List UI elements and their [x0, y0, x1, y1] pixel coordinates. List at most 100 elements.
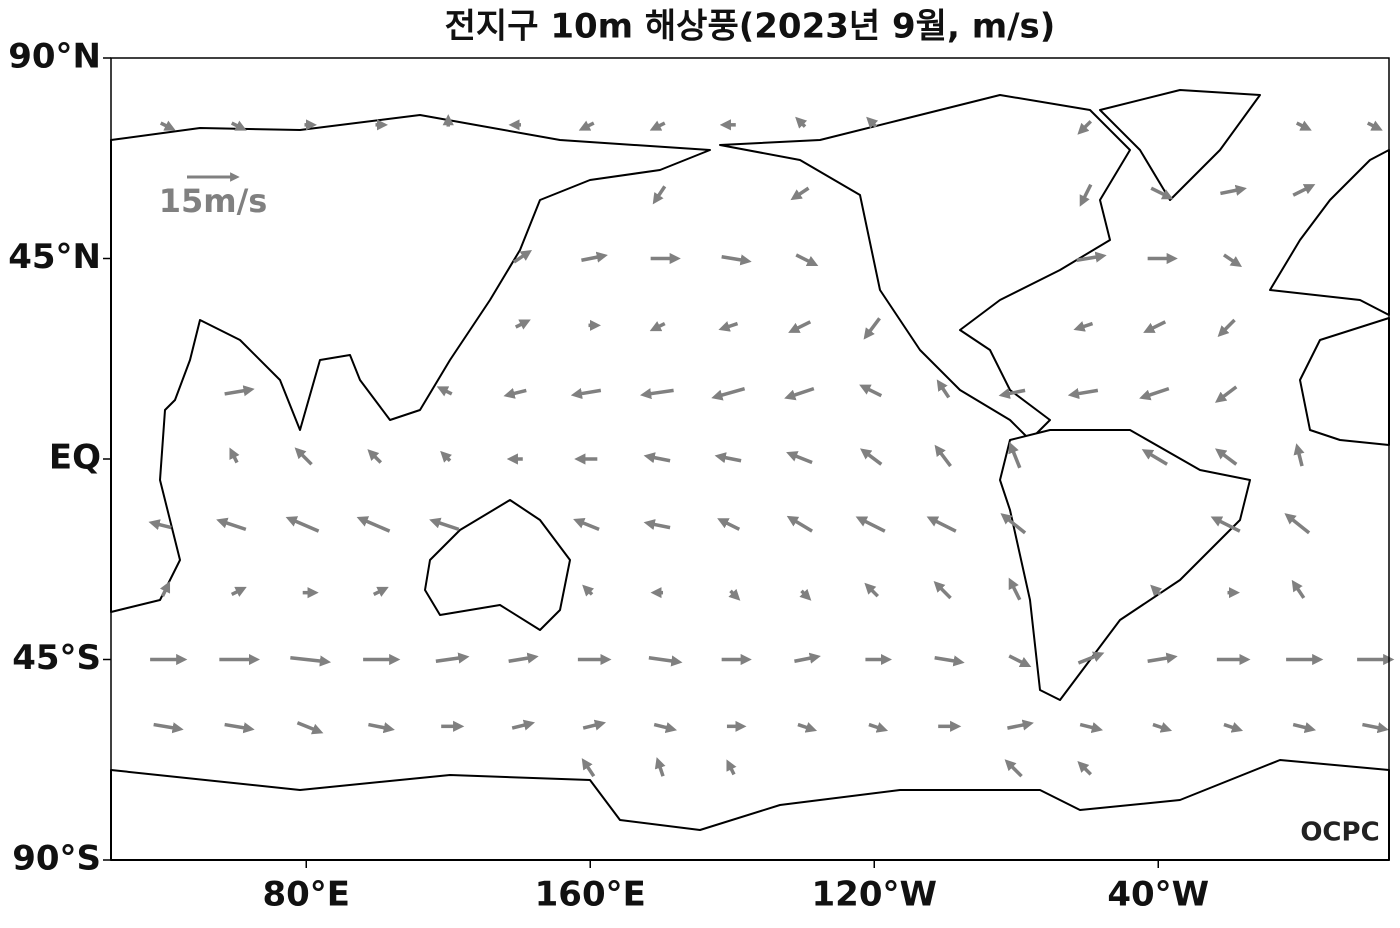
wind-arrow: [1215, 448, 1238, 466]
wind-arrow: [649, 120, 666, 131]
wind-arrow: [648, 655, 683, 667]
wind-arrow: [435, 652, 470, 664]
wind-arrow: [1220, 184, 1247, 196]
wind-arrow: [153, 722, 184, 734]
y-tick-label: 45°N: [8, 237, 101, 277]
wind-arrow: [1008, 577, 1022, 601]
antarctica: [110, 759, 1390, 861]
wind-arrow: [570, 388, 602, 400]
wind-arrow: [1143, 320, 1167, 333]
wind-arrow: [1076, 251, 1107, 263]
wind-arrow: [1147, 652, 1178, 664]
wind-arrow: [230, 586, 247, 597]
wind-arrow: [649, 321, 666, 332]
wind-arrow: [795, 116, 808, 129]
reference-label: 15m/s: [159, 182, 268, 220]
wind-arrow: [508, 652, 539, 664]
wind-arrow: [1291, 579, 1306, 599]
wind-arrow: [581, 251, 608, 263]
wind-arrow: [788, 320, 812, 333]
wind-arrow: [855, 516, 886, 533]
europe: [1269, 149, 1390, 316]
wind-arrow: [1000, 513, 1027, 535]
wind-arrow: [514, 319, 531, 330]
wind-arrow: [224, 385, 255, 397]
wind-arrow: [797, 722, 818, 733]
wind-arrow: [790, 186, 810, 201]
x-tick-label: 80°E: [262, 875, 350, 915]
wind-arrow: [718, 321, 739, 332]
x-tick-label: 120°W: [812, 875, 937, 915]
wind-arrow: [1067, 388, 1099, 400]
wind-arrow: [367, 449, 383, 464]
wind-arrow: [1079, 722, 1104, 733]
wind-arrow: [1079, 183, 1093, 207]
wind-arrow: [285, 516, 320, 533]
wind-arrow: [936, 379, 951, 399]
wind-arrow: [581, 758, 596, 778]
wind-arrow: [1077, 651, 1105, 665]
wind-arrow: [512, 249, 533, 264]
wind-arrow: [1139, 386, 1170, 401]
wind-arrow: [1284, 513, 1311, 535]
wind-arrow: [717, 518, 741, 531]
x-tick-label: 40°W: [1107, 875, 1209, 915]
wind-arrow: [296, 721, 324, 735]
wind-arrow: [1008, 654, 1032, 668]
wind-arrow: [998, 388, 1026, 399]
wind-arrow: [1215, 385, 1238, 403]
wind-arrow: [866, 116, 879, 129]
wind-arrow: [1150, 186, 1174, 200]
x-tick-label: 160°E: [535, 875, 646, 915]
wind-arrow: [714, 452, 742, 464]
wind-arrow: [1222, 253, 1243, 268]
wind-arrow: [578, 120, 595, 131]
wind-arrow: [1008, 441, 1022, 469]
wind-arrow: [863, 317, 881, 340]
wind-arrow: [216, 517, 247, 532]
wind-arrow: [290, 655, 332, 667]
wind-arrow: [511, 719, 536, 731]
wind-arrow: [1223, 722, 1244, 733]
wind-arrow: [429, 517, 460, 532]
wind-arrow: [1141, 449, 1168, 466]
wind-vectors: [148, 114, 1395, 778]
wind-arrow: [1004, 759, 1023, 778]
wind-arrow: [230, 120, 247, 131]
wind-arrow: [229, 447, 240, 464]
wind-arrow: [440, 450, 453, 463]
wind-arrow: [1210, 516, 1241, 533]
wind-arrow: [372, 586, 389, 597]
wind-arrow: [1217, 318, 1236, 337]
logo: OCPC: [1300, 818, 1379, 848]
coastlines: [110, 89, 1390, 861]
y-tick-label: EQ: [49, 438, 101, 478]
wind-arrow: [1077, 120, 1093, 135]
wind-arrow: [1292, 722, 1317, 733]
wind-arrow: [1366, 120, 1383, 131]
y-tick-label: 90°S: [12, 839, 101, 879]
greenland: [1099, 89, 1261, 201]
wind-arrow: [1293, 443, 1305, 467]
wind-arrow: [356, 516, 391, 533]
eurasia-africa: [110, 114, 711, 613]
wind-arrow: [653, 722, 678, 733]
australia: [424, 499, 571, 631]
wind-arrow: [799, 588, 812, 601]
wind-arrow: [1007, 719, 1034, 731]
wind-arrow: [1152, 722, 1173, 733]
wind-arrow: [934, 655, 965, 667]
wind-arrow: [224, 722, 255, 734]
wind-arrow: [728, 588, 741, 601]
wind-arrow: [436, 386, 453, 397]
south-america: [999, 429, 1251, 701]
y-tick-label: 90°N: [8, 37, 101, 77]
wind-arrow: [368, 722, 395, 734]
wind-arrow: [786, 451, 813, 465]
wind-arrow: [1362, 722, 1389, 734]
wind-arrow: [860, 448, 883, 466]
wind-arrow: [711, 386, 746, 401]
wind-arrow: [784, 386, 815, 401]
wind-arrow: [795, 253, 819, 267]
